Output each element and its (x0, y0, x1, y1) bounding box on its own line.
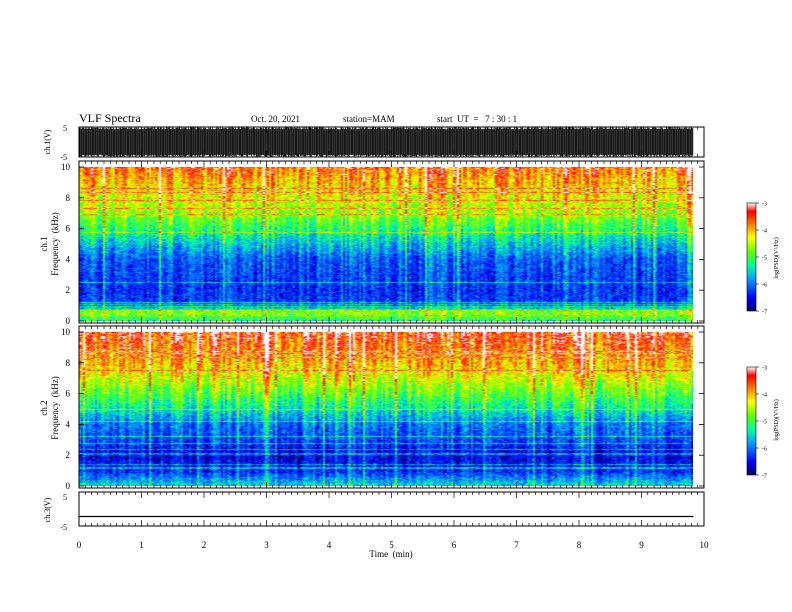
spec1-ytick-label: 0 (66, 316, 71, 326)
colorbar-ch1-tick-label: -7 (762, 310, 767, 316)
station-label: station=MAM (343, 114, 395, 124)
colorbar-ch2-tick-label: -4 (762, 393, 767, 399)
x-tick-label: 3 (264, 540, 269, 550)
ch3-ytick-neg5: -5 (60, 523, 67, 532)
ch3-ytick-5: 5 (63, 493, 67, 502)
x-tick-label: 7 (514, 540, 519, 550)
ch1-channel-label: ch.1 (39, 236, 49, 251)
colorbar-ch1: -3 -4 -5 -6 -7 log(PSD)(V²/Hz) (746, 202, 780, 316)
x-tick-label: 9 (639, 540, 644, 550)
date-label: Oct. 20, 2021 (251, 114, 300, 124)
x-tick-label: 2 (202, 540, 207, 550)
colorbar-ch2-ticks: -3 -4 -5 -6 -7 (756, 366, 767, 480)
figure-title: VLF Spectra (79, 111, 141, 125)
colorbar-ch2: -3 -4 -5 -6 -7 log(PSD)(V²/Hz) (746, 366, 780, 480)
ch1-ytick-5: 5 (63, 124, 67, 133)
x-tick-label: 0 (77, 540, 82, 550)
colorbar-ch2-tick-label: -7 (762, 474, 767, 480)
ch1-ytick-neg5: -5 (60, 153, 67, 162)
spectrogram-ch2-yticks: 0 2 4 6 8 10 (61, 327, 704, 491)
spectrogram-ch1-image (79, 167, 693, 321)
spec2-ytick-label: 10 (61, 327, 71, 337)
x-tick-label: 6 (452, 540, 457, 550)
spec2-ytick-label: 8 (66, 358, 71, 368)
spec1-ytick-label: 10 (61, 162, 71, 172)
waveform-ch3-panel: 5 -5 ch.3(V) (43, 491, 705, 532)
colorbar-ch2-label: log(PSD)(V²/Hz) (773, 399, 780, 440)
colorbar-ch1-label: log(PSD)(V²/Hz) (773, 237, 780, 278)
ch1-freq-label: Frequency (kHz) (50, 212, 60, 275)
spec2-ytick-label: 6 (66, 389, 71, 399)
ch2-freq-label: Frequency (kHz) (50, 376, 60, 439)
ch1-ylabel: ch.1(V) (43, 129, 52, 154)
spectrogram-ch2-image (79, 332, 693, 486)
colorbar-ch2-tick-label: -5 (762, 420, 767, 426)
colorbar-ch1-tick-label: -5 (762, 256, 767, 262)
spec1-ytick-label: 4 (66, 254, 71, 264)
spec2-ytick-label: 2 (66, 450, 71, 460)
spec1-ytick-label: 8 (66, 193, 71, 203)
colorbar-ch1-tick-label: -3 (762, 202, 767, 208)
colorbar-ch1-tick-label: -4 (762, 229, 767, 235)
spec2-ytick-label: 4 (66, 419, 71, 429)
time-axis-labels: 0 1 2 3 4 5 6 7 8 9 10 (77, 540, 709, 550)
colorbar-ch1-tick-label: -6 (762, 283, 767, 289)
spec1-ytick-label: 2 (66, 285, 71, 295)
time-axis-label: Time (min) (369, 549, 412, 559)
spec1-ytick-label: 6 (66, 224, 71, 234)
colorbar-ch2-tick-label: -6 (762, 447, 767, 453)
x-tick-label: 8 (577, 540, 582, 550)
x-tick-label: 5 (389, 540, 394, 550)
spec2-ytick-label: 0 (66, 481, 71, 491)
colorbar-ch2-tick-label: -3 (762, 366, 767, 372)
colorbar-ch1-ticks: -3 -4 -5 -6 -7 (756, 202, 767, 316)
spectrogram-ch2-panel: 0 2 4 6 8 10 ch.2 Frequency (kHz) (39, 325, 705, 491)
ch3-ylabel: ch.3(V) (43, 497, 52, 522)
x-tick-label: 1 (139, 540, 144, 550)
x-tick-label: 4 (327, 540, 332, 550)
spectrogram-ch1-panel: 0 2 4 6 8 10 ch.1 Frequency (kHz) (39, 160, 705, 326)
time-axis-ticks (78, 127, 705, 526)
start-ut-label: start UT = 7 : 30 : 1 (437, 114, 517, 124)
x-tick-label: 10 (700, 540, 710, 550)
spectrogram-ch1-yticks: 0 2 4 6 8 10 (61, 162, 704, 326)
ch2-channel-label: ch.2 (39, 400, 49, 415)
waveform-ch1-panel: 5 -5 ch.1(V) (43, 124, 705, 162)
